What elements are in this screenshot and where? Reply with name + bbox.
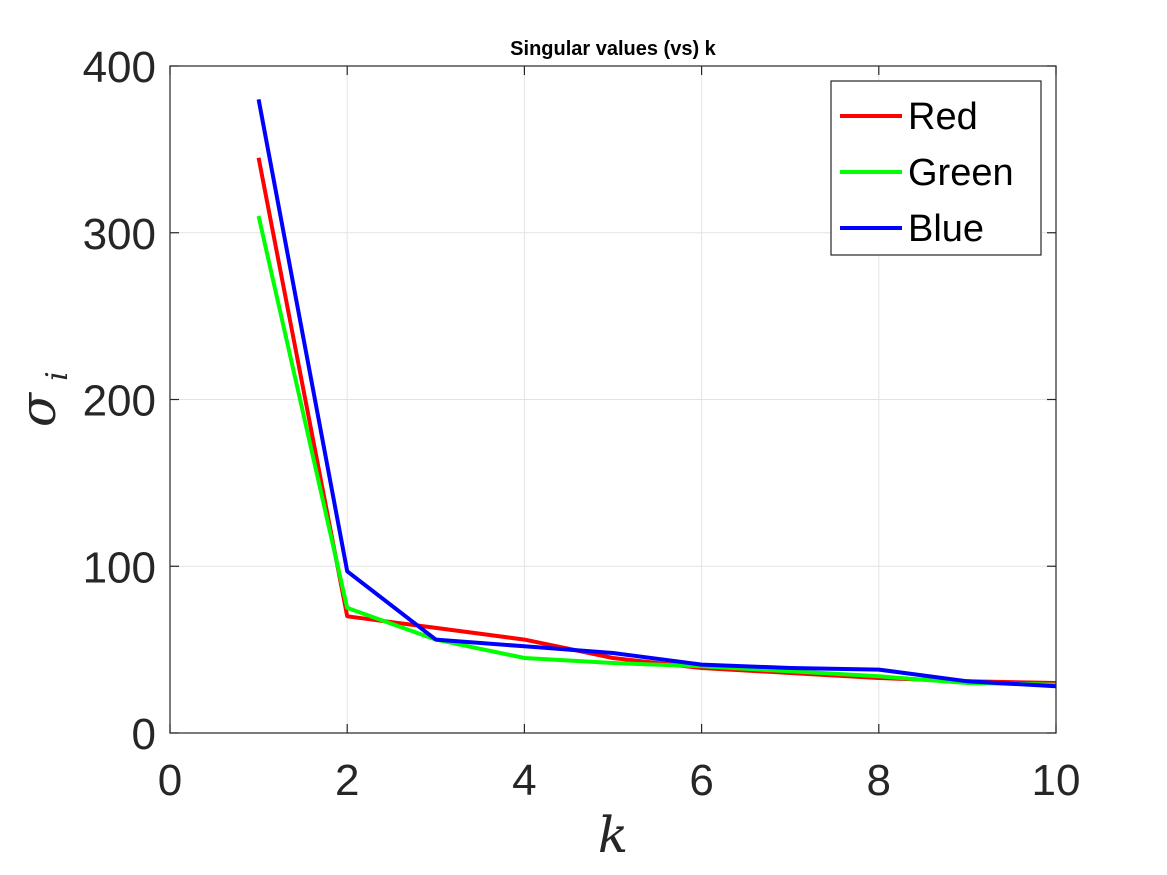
series-line-blue	[256, 99, 1057, 689]
legend-label-green: Green	[908, 152, 1014, 194]
x-tick-label: 6	[689, 756, 713, 805]
y-tick-labels: 0 100 200 300 400	[83, 43, 156, 759]
x-axis-label: k	[598, 806, 628, 864]
y-tick-label: 100	[83, 543, 156, 592]
legend-entries: Red Green Blue	[840, 96, 1014, 250]
tick-marks	[169, 65, 1057, 734]
y-tick-label: 200	[83, 377, 156, 426]
legend: Red Green Blue	[830, 80, 1042, 256]
x-tick-label: 2	[335, 756, 359, 805]
x-tick-label: 8	[867, 756, 891, 805]
x-tick-labels: 0 2 4 6 8 10	[158, 756, 1081, 805]
y-tick-label: 400	[83, 43, 156, 92]
series-line-green	[256, 215, 1057, 687]
y-tick-label: 0	[132, 710, 156, 759]
x-tick-label: 0	[158, 756, 182, 805]
chart-title: Singular values (vs) k	[510, 38, 717, 60]
series-lines	[256, 99, 1057, 689]
y-tick-label: 300	[83, 210, 156, 259]
legend-label-blue: Blue	[908, 208, 984, 250]
x-tick-label: 10	[1032, 756, 1081, 805]
y-axis-label: σ	[9, 391, 67, 427]
x-tick-label: 4	[512, 756, 536, 805]
y-axis-label-group: σ i	[9, 371, 75, 427]
y-axis-label-subscript: i	[40, 371, 75, 381]
legend-label-red: Red	[908, 96, 978, 138]
